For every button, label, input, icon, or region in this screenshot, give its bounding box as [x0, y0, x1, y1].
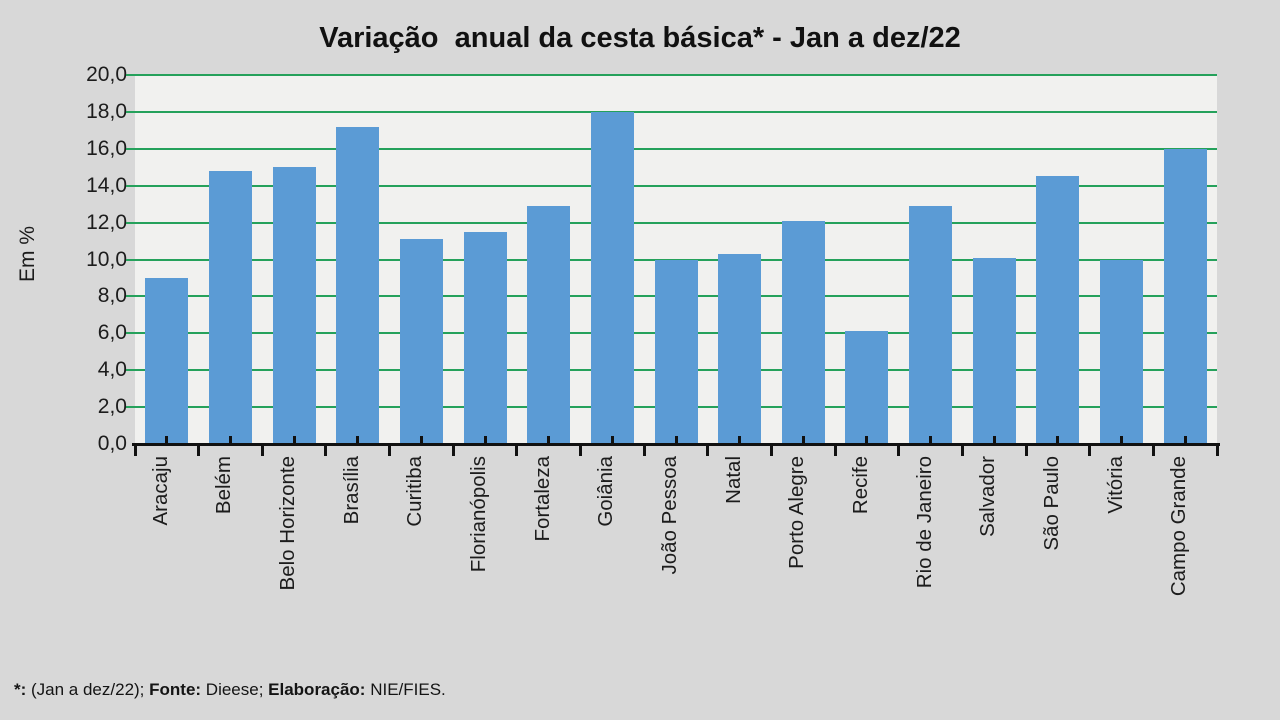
x-category-label: Curitiba [403, 456, 427, 527]
x-axis-tick [1024, 443, 1028, 456]
chart-title: Variação anual da cesta básica* - Jan a … [319, 22, 961, 54]
x-category-label: Porto Alegre [785, 456, 809, 569]
x-axis-tick [1215, 443, 1219, 456]
x-axis-minor-tick [1120, 436, 1124, 444]
x-axis-minor-tick [929, 436, 933, 444]
x-axis-tick [769, 443, 773, 456]
x-axis-tick [897, 443, 901, 456]
gridline [126, 110, 1217, 113]
x-axis-minor-tick [610, 436, 614, 444]
x-category-label: João Pessoa [658, 456, 681, 575]
plot-area [126, 74, 1220, 456]
x-axis-minor-tick [547, 436, 551, 444]
x-axis-minor-tick [292, 436, 296, 444]
bar-bras-lia [336, 126, 380, 444]
bar-salvador [972, 257, 1016, 444]
y-tick-label: 16,0 [86, 136, 127, 160]
x-axis-minor-tick [419, 436, 423, 444]
bar-goi-nia [590, 111, 634, 444]
footnote-segment: NIE/FIES. [365, 680, 446, 699]
footnote-segment: *: [14, 680, 27, 699]
x-axis-minor-tick [228, 436, 232, 444]
y-tick-label: 0,0 [97, 432, 127, 455]
gridline [126, 147, 1217, 150]
x-axis-minor-tick [356, 436, 360, 444]
y-tick-label: 20,0 [86, 63, 127, 86]
y-tick-label: 4,0 [97, 358, 127, 382]
x-category-label: Brasília [339, 456, 363, 525]
footnote-segment: Fonte: [149, 680, 202, 699]
x-axis-minor-tick [865, 436, 869, 444]
x-category-label: Belo Horizonte [276, 456, 300, 591]
x-category-label: Belém [212, 456, 236, 515]
footnote: *: (Jan a dez/22); Fonte: Dieese; Elabor… [14, 680, 446, 700]
bar-natal [718, 253, 762, 444]
bar-porto-alegre [781, 220, 825, 444]
x-axis-minor-tick [992, 436, 996, 444]
y-tick-label: 2,0 [97, 395, 127, 419]
bar-rio-de-janeiro [909, 206, 953, 444]
x-category-label: São Paulo [1039, 456, 1063, 551]
x-axis-tick [1151, 443, 1155, 456]
x-category-label: Goiânia [594, 456, 618, 527]
y-tick-label: 12,0 [86, 210, 127, 234]
x-axis-tick [197, 443, 201, 456]
x-category-label: Aracaju [148, 456, 172, 526]
y-tick-label: 18,0 [86, 99, 127, 123]
x-axis-minor-tick [674, 436, 678, 444]
x-axis-minor-tick [1056, 436, 1060, 444]
x-axis-tick [260, 443, 264, 456]
y-tick-label: 10,0 [86, 247, 127, 271]
gridline [126, 184, 1217, 187]
x-axis-minor-tick [483, 436, 487, 444]
x-axis-tick [1088, 443, 1092, 456]
bar-campo-grande [1163, 148, 1207, 444]
x-axis-tick [833, 443, 837, 456]
x-category-label: Vitória [1103, 456, 1127, 514]
bar-bel-m [208, 170, 252, 444]
x-axis-tick [324, 443, 328, 456]
x-category-label: Rio de Janeiro [912, 456, 936, 589]
footnote-segment: Elaboração: [268, 680, 366, 699]
bar-belo-horizonte [272, 167, 316, 444]
bar-aracaju [145, 277, 189, 444]
bar-florian-polis [463, 231, 507, 444]
bar-vit-ria [1100, 259, 1144, 444]
x-category-label: Salvador [976, 456, 1000, 537]
x-axis-tick [133, 443, 137, 456]
x-axis-tick [706, 443, 710, 456]
x-category-label: Fortaleza [530, 456, 554, 542]
x-axis-minor-tick [1183, 436, 1187, 444]
x-axis-tick [451, 443, 455, 456]
bar-jo-o-pessoa [654, 259, 698, 444]
x-axis-line [132, 443, 1220, 446]
x-axis-minor-tick [165, 436, 169, 444]
gridline [126, 221, 1217, 224]
x-axis-tick [579, 443, 583, 456]
x-axis-tick [642, 443, 646, 456]
bar-fortaleza [527, 206, 571, 444]
x-category-label: Florianópolis [467, 456, 491, 573]
bar-recife [845, 331, 889, 444]
y-tick-label: 8,0 [97, 284, 127, 308]
footnote-segment: Dieese; [201, 680, 269, 699]
y-tick-label: 14,0 [86, 173, 127, 197]
bar-s-o-paulo [1036, 176, 1080, 444]
x-axis-minor-tick [801, 436, 805, 444]
x-category-label: Recife [848, 456, 872, 515]
y-tick-label: 6,0 [97, 321, 127, 345]
gridline [126, 74, 1217, 76]
x-category-label: Natal [721, 456, 745, 504]
footnote-segment: (Jan a dez/22); [26, 680, 150, 699]
bar-curitiba [399, 239, 443, 444]
x-category-label: Campo Grande [1167, 456, 1191, 597]
x-axis-minor-tick [738, 436, 742, 444]
x-axis-tick [388, 443, 392, 456]
x-axis-tick [960, 443, 964, 456]
x-axis-tick [515, 443, 519, 456]
